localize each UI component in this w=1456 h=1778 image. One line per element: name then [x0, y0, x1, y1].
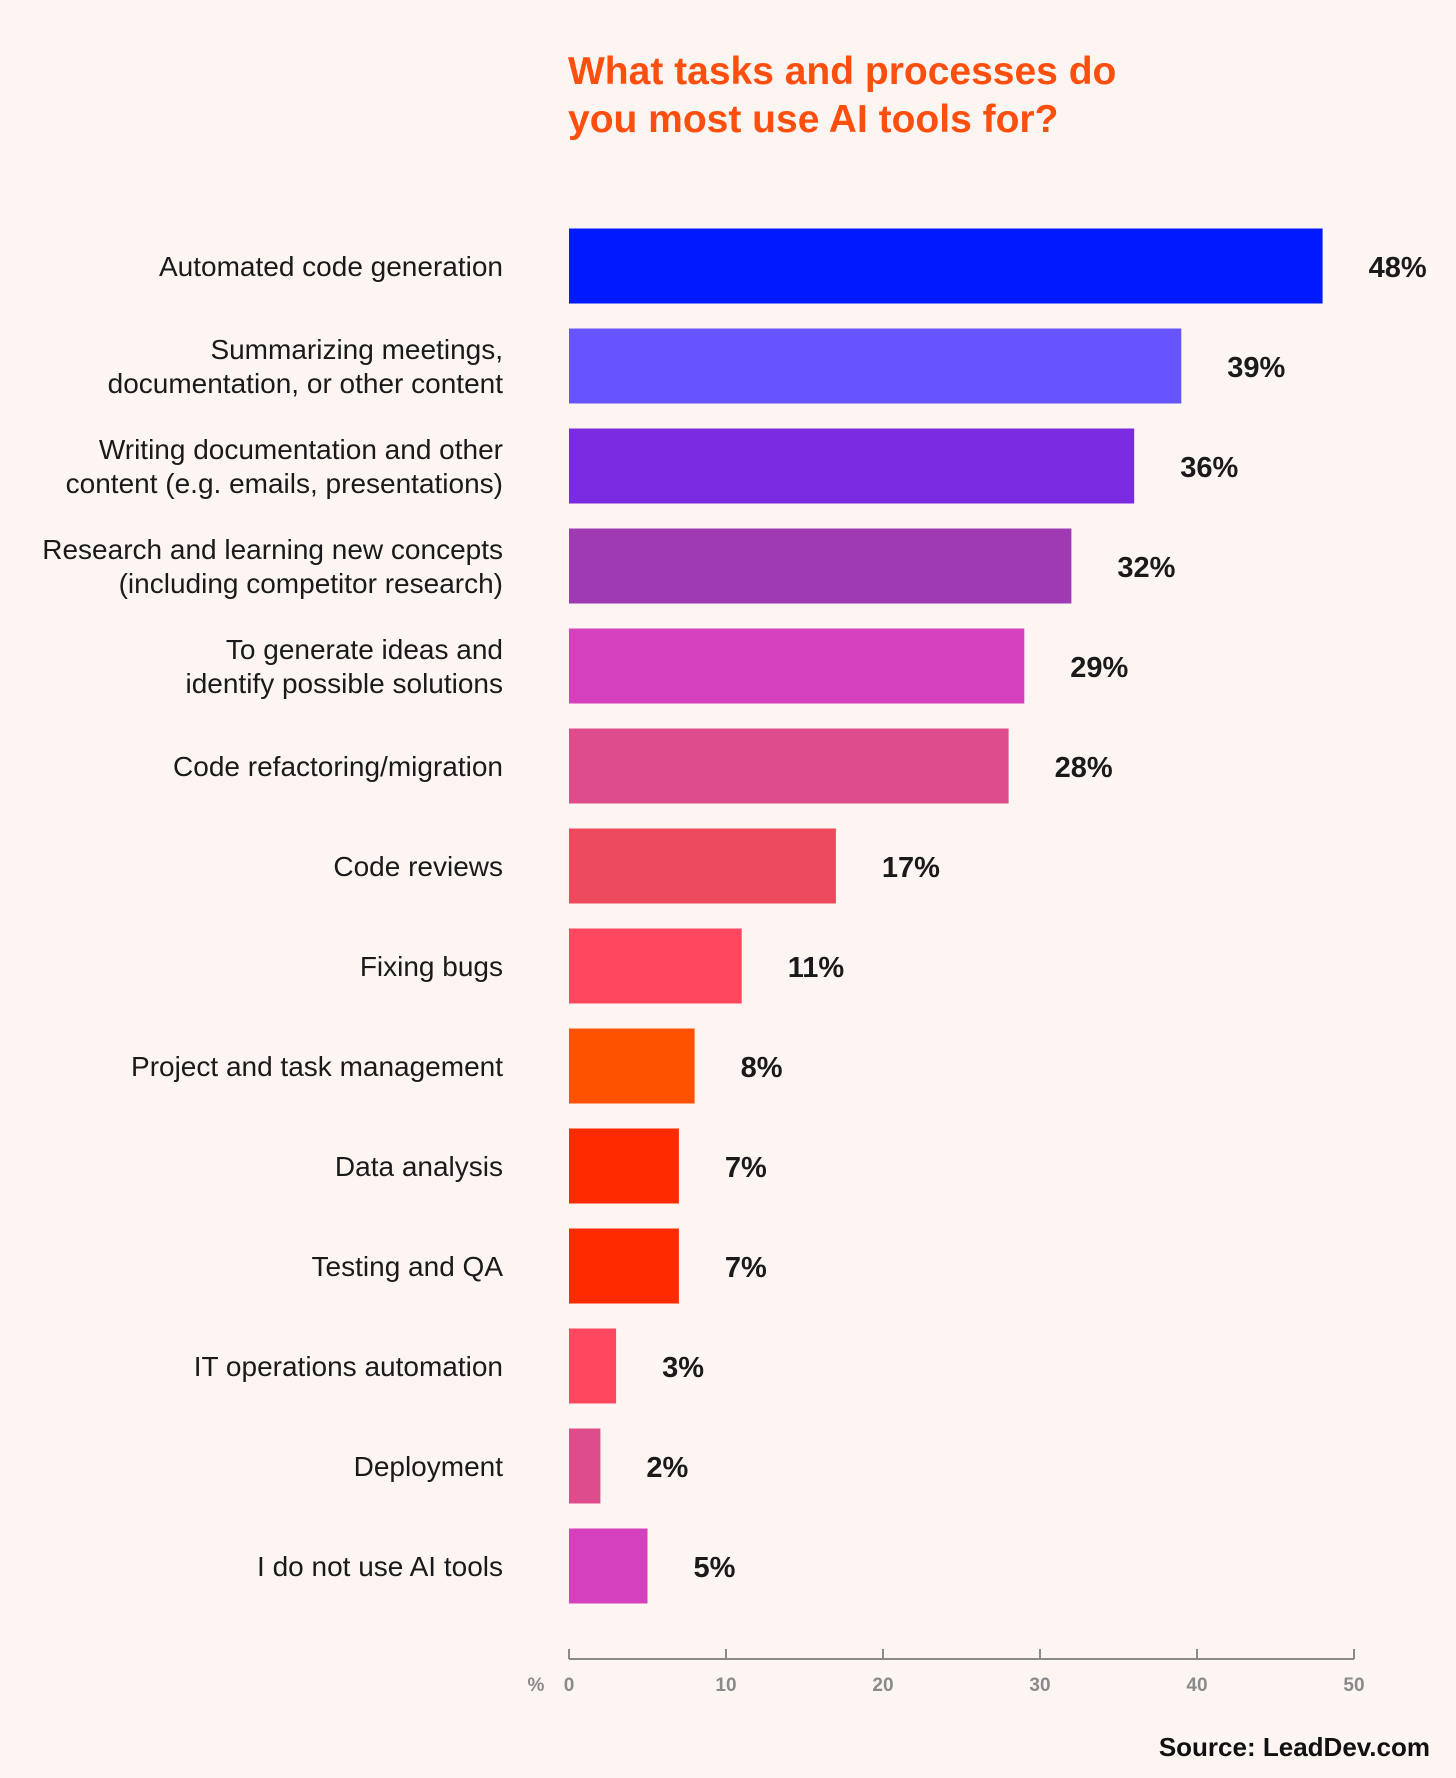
value-label: 36% — [1180, 452, 1238, 484]
category-label: I do not use AI tools — [257, 1551, 503, 1582]
bar — [569, 428, 1135, 504]
value-label: 8% — [741, 1052, 783, 1084]
bar — [569, 728, 1009, 804]
x-axis: 0 10 20 30 40 50% — [528, 1649, 1365, 1696]
bar — [569, 1328, 617, 1404]
x-axis-unit: % — [528, 1675, 545, 1696]
bar — [569, 1428, 601, 1504]
category-label: Code refactoring/migration — [173, 751, 503, 782]
value-label: 3% — [662, 1352, 704, 1384]
value-label: 7% — [725, 1152, 767, 1184]
value-label: 32% — [1117, 552, 1175, 584]
value-label: 11% — [788, 952, 845, 984]
chart-title: What tasks and processes do you most use … — [568, 50, 1116, 141]
category-label: documentation, or other content — [108, 368, 504, 399]
value-label: 48% — [1369, 252, 1427, 284]
value-label: 39% — [1227, 352, 1285, 384]
value-label: 5% — [694, 1552, 736, 1584]
bar — [569, 328, 1182, 404]
bar — [569, 828, 836, 904]
bar — [569, 1528, 648, 1604]
category-label: Code reviews — [333, 851, 503, 882]
category-label: Automated code generation — [159, 251, 503, 282]
value-labels: 48% 39% 36% 32% 29% 28% 17% 11% 8% 7% 7% 3% 2% 5% — [646, 252, 1426, 1584]
category-label: Project and task management — [131, 1051, 503, 1082]
value-label: 7% — [725, 1252, 767, 1284]
value-label: 17% — [882, 852, 940, 884]
category-label: To generate ideas and — [226, 634, 503, 665]
bar — [569, 528, 1072, 604]
category-label: Writing documentation and other — [99, 434, 503, 465]
x-tick-label: 40 — [1186, 1675, 1207, 1696]
chart-title-line: What tasks and processes do — [568, 50, 1116, 93]
bar — [569, 228, 1323, 304]
source-credit: Source: LeadDev.com — [1159, 1732, 1430, 1762]
category-label: (including competitor research) — [119, 568, 503, 599]
bar — [569, 1228, 679, 1304]
bars — [569, 228, 1323, 1604]
x-tick-label: 0 — [564, 1675, 575, 1696]
bar — [569, 1128, 679, 1204]
category-label: Summarizing meetings, — [210, 334, 503, 365]
category-label: content (e.g. emails, presentations) — [66, 468, 503, 499]
category-label: Fixing bugs — [360, 951, 503, 982]
category-label: identify possible solutions — [185, 668, 503, 699]
category-labels: Automated code generation Summarizing mee… — [42, 251, 503, 1582]
x-tick-label: 20 — [872, 1675, 893, 1696]
bar — [569, 628, 1025, 704]
category-label: IT operations automation — [194, 1351, 503, 1382]
x-tick-label: 10 — [715, 1675, 736, 1696]
x-tick-label: 50 — [1343, 1675, 1364, 1696]
category-label: Testing and QA — [312, 1251, 504, 1282]
x-tick-label: 30 — [1029, 1675, 1050, 1696]
category-label: Data analysis — [335, 1151, 503, 1182]
value-label: 29% — [1070, 652, 1128, 684]
category-label: Deployment — [354, 1451, 504, 1482]
bar — [569, 1028, 695, 1104]
chart-title-line: you most use AI tools for? — [568, 98, 1058, 141]
value-label: 2% — [646, 1452, 688, 1484]
category-label: Research and learning new concepts — [42, 534, 503, 565]
bar — [569, 928, 742, 1004]
value-label: 28% — [1055, 752, 1113, 784]
